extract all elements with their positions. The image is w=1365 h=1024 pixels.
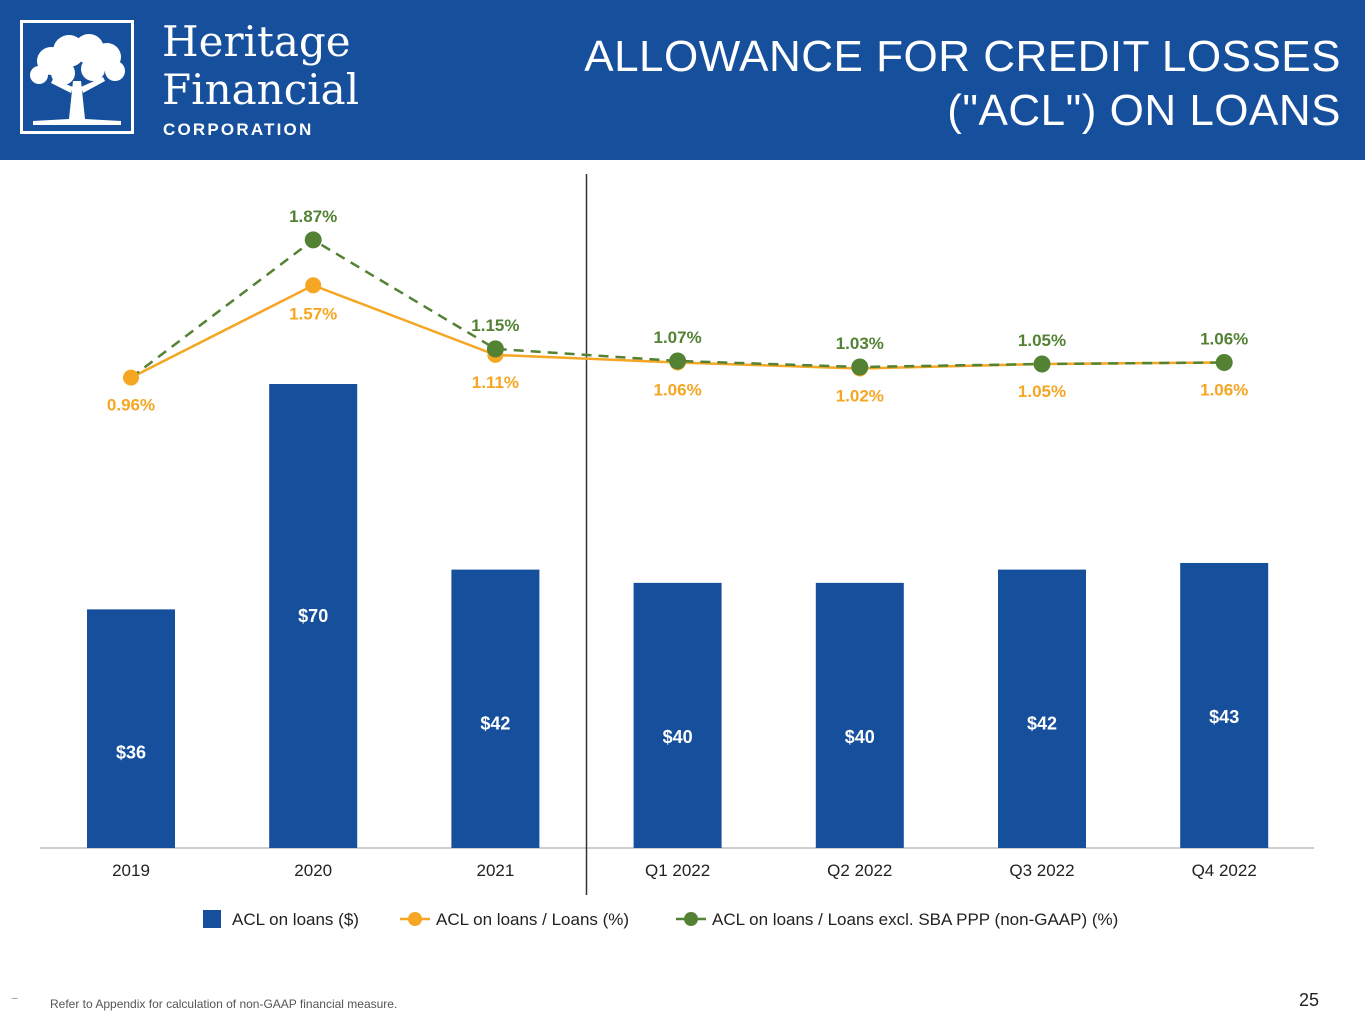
marker-acl-excl-ppp-pct xyxy=(669,352,687,370)
bar-value-label: $40 xyxy=(845,727,875,747)
acl-chart: $36 $70 $42 $40 $40 $42 $43 2019 2020 2021 Q1 2022… xyxy=(40,174,1314,929)
marker-acl-excl-ppp-pct xyxy=(1215,353,1233,371)
x-tick-label: 2019 xyxy=(112,861,150,880)
acl-loans-pct-label: 1.57% xyxy=(289,304,337,323)
legend-label-line2: ACL on loans / Loans excl. SBA PPP (non-… xyxy=(712,910,1118,929)
logo-text-heritage: Heritage xyxy=(162,17,351,66)
bar-2019 xyxy=(87,609,175,848)
acl-loans-pct-label: 0.96% xyxy=(107,396,155,415)
legend-marker-line2 xyxy=(684,912,698,926)
acl-excl-ppp-pct-label: 1.07% xyxy=(653,328,701,347)
bar-value-label: $36 xyxy=(116,743,146,763)
legend-swatch-bar xyxy=(203,910,221,928)
acl-excl-ppp-pct-label: 1.05% xyxy=(1018,331,1066,350)
acl-loans-pct-label: 1.06% xyxy=(1200,380,1248,399)
marker-acl-excl-ppp-pct xyxy=(851,358,869,376)
footnote: Refer to Appendix for calculation of non… xyxy=(50,997,398,1011)
legend-label-bar: ACL on loans ($) xyxy=(232,910,359,929)
bar-q3-2022 xyxy=(998,569,1086,848)
acl-excl-ppp-pct-label: 1.15% xyxy=(471,316,519,335)
page-title: ALLOWANCE FOR CREDIT LOSSES ("ACL") ON L… xyxy=(584,32,1341,135)
acl-excl-ppp-pct-label: 1.87% xyxy=(289,207,337,226)
bar-value-label: $42 xyxy=(480,714,510,734)
bar-value-label: $70 xyxy=(298,606,328,626)
x-tick-label: Q2 2022 xyxy=(827,861,892,880)
acl-loans-pct-label: 1.02% xyxy=(836,387,884,406)
bar-value-label: $43 xyxy=(1209,707,1239,727)
acl-loans-pct-label: 1.06% xyxy=(653,380,701,399)
marker-acl-excl-ppp-pct xyxy=(1033,355,1051,373)
page-number: 25 xyxy=(1298,990,1319,1010)
bar-q4-2022 xyxy=(1180,562,1269,848)
legend-marker-line1 xyxy=(408,912,422,926)
acl-loans-pct-label: 1.11% xyxy=(472,373,519,392)
logo-text-financial: Financial xyxy=(162,65,360,114)
bar-q1-2022 xyxy=(633,582,722,848)
marker-acl-loans-pct xyxy=(123,369,139,386)
marker-acl-loans-pct xyxy=(305,277,322,294)
footnote-marker: – xyxy=(12,993,18,1004)
marker-acl-excl-ppp-pct xyxy=(304,231,322,249)
acl-excl-ppp-pct-label: 1.06% xyxy=(1200,329,1248,348)
logo-text-corporation: CORPORATION xyxy=(163,120,314,139)
x-tick-label: 2021 xyxy=(476,861,514,880)
x-tick-label: Q3 2022 xyxy=(1009,861,1074,880)
bar-2020 xyxy=(269,384,358,848)
bar-value-label: $42 xyxy=(1027,714,1057,734)
tree-logo-icon xyxy=(20,20,134,134)
legend-label-line1: ACL on loans / Loans (%) xyxy=(436,910,629,929)
bar-value-label: $40 xyxy=(663,727,693,747)
marker-acl-excl-ppp-pct xyxy=(486,340,504,358)
x-tick-label: 2020 xyxy=(294,861,332,880)
x-tick-label: Q4 2022 xyxy=(1192,861,1257,880)
x-tick-label: Q1 2022 xyxy=(645,861,710,880)
bar-2021 xyxy=(451,569,540,848)
bar-q2-2022 xyxy=(815,582,904,848)
acl-loans-pct-label: 1.05% xyxy=(1018,382,1066,401)
acl-excl-ppp-pct-label: 1.03% xyxy=(836,334,884,353)
header-banner: Heritage Financial CORPORATION ALLOWANCE… xyxy=(0,0,1365,160)
